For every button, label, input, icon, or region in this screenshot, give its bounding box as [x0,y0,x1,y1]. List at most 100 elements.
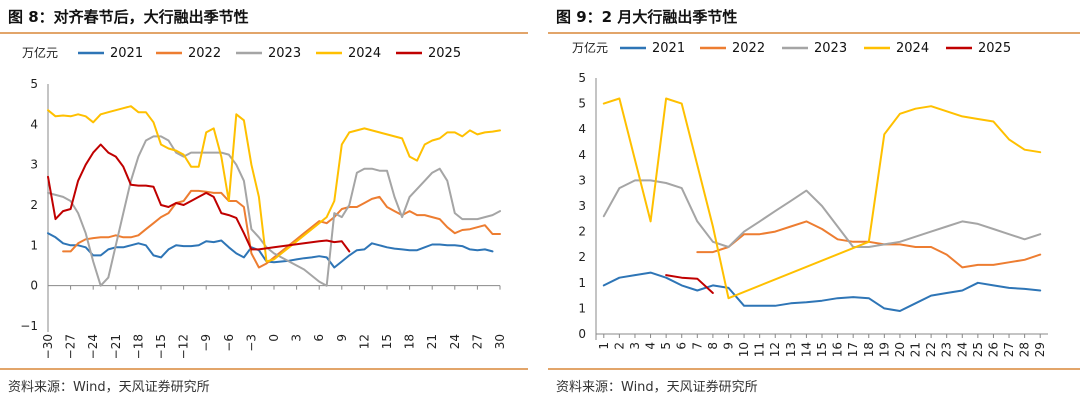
y-tick-label: 1 [30,238,38,252]
x-tick-label: 5 [659,342,673,350]
x-tick-label: 3 [628,342,642,350]
left-bottom-rule [0,368,528,370]
x-tick-label: 12 [768,342,782,357]
left-panel: 图 8：对齐春节后，大行融出季节性 万亿元 2021 2022 2023 2024 202… [0,0,528,404]
left-source-note: 资料来源：Wind，天风证券研究所 [8,380,210,395]
x-tick-label: 11 [753,342,767,357]
x-tick-label: 6 [675,342,689,350]
series-line-2022 [62,189,501,269]
y-tick-label: 0 [578,327,586,341]
x-tick-label: 4 [644,342,658,350]
x-tick-label: 26 [986,342,1000,357]
y-tick-label: 5 [30,77,38,91]
x-tick-label: 29 [1033,342,1047,357]
x-tick-label: −6 [222,334,236,352]
series-line-2023 [47,135,501,287]
x-tick-label: 24 [448,334,462,349]
series-line-2021 [47,232,494,269]
x-tick-label: 25 [971,342,985,357]
right-source-note: 资料来源：Wind，天风证券研究所 [556,380,758,395]
x-tick-label: 17 [846,342,860,357]
series-line-2025 [47,143,351,253]
series-line-2021 [602,271,1042,312]
legend-label-2023: 2023 [814,41,847,56]
y-tick-label: 1 [578,276,586,290]
legend-label-2025: 2025 [978,41,1011,56]
y-tick-label: 5 [578,97,586,111]
x-tick-label: 18 [403,334,417,349]
right-panel: 图 9：2 月大行融出季节性 万亿元 2021 2022 2023 2024 2025 0 1… [548,0,1080,404]
x-tick-label: −15 [154,334,168,359]
x-tick-label: 16 [831,342,845,357]
x-tick-label: −27 [64,334,78,359]
x-tick-label: −3 [244,334,258,352]
y-tick-label: 3 [30,158,38,172]
x-tick-label: 14 [799,342,813,357]
legend-label-2024: 2024 [348,46,381,61]
x-tick-label: 30 [493,334,507,349]
x-tick-label: 0 [267,334,281,342]
y-tick-label: 2 [578,225,586,239]
x-tick-label: 13 [784,342,798,357]
x-tick-label: 10 [737,342,751,357]
x-tick-label: 19 [877,342,891,357]
legend-label-2022: 2022 [188,46,221,61]
x-tick-label: −9 [199,334,213,352]
legend-label-2021: 2021 [110,46,143,61]
y-tick-label: 4 [30,117,38,131]
x-tick-label: 28 [1018,342,1032,357]
x-tick-label: −21 [109,334,123,359]
y-tick-label: 4 [578,122,586,136]
right-bottom-rule [548,368,1080,370]
x-tick-label: 1 [597,342,611,350]
series-line-2025 [665,274,714,294]
right-top-rule [548,32,1080,34]
y-tick-label: 2 [30,198,38,212]
series-line-2024 [602,97,1042,300]
y-tick-label: 3 [578,199,586,213]
left-top-rule [0,32,528,34]
series-line-2024 [47,105,501,263]
x-tick-label: 15 [380,334,394,349]
y-tick-label: 1 [578,301,586,315]
y-tick-label: −1 [20,319,38,333]
x-tick-label: 9 [721,342,735,350]
x-tick-label: 6 [312,334,326,342]
x-tick-label: 27 [470,334,484,349]
x-tick-label: 21 [909,342,923,357]
right-chart-title: 图 9：2 月大行融出季节性 [556,8,738,26]
x-tick-label: 21 [425,334,439,349]
left-chart-title: 图 8：对齐春节后，大行融出季节性 [8,8,249,26]
legend-label-2023: 2023 [268,46,301,61]
x-tick-label: 24 [955,342,969,357]
x-tick-label: 7 [690,342,704,350]
x-tick-label: −18 [131,334,145,359]
x-tick-label: 9 [335,334,349,342]
x-tick-label: 2 [612,342,626,350]
x-tick-label: −30 [41,334,55,359]
y-unit-label: 万亿元 [572,40,608,55]
x-tick-label: −12 [177,334,191,359]
series-line-2023 [602,179,1042,248]
x-tick-label: 23 [940,342,954,357]
legend-label-2024: 2024 [896,41,929,56]
x-tick-label: 18 [862,342,876,357]
x-tick-label: 22 [924,342,938,357]
x-tick-label: −24 [86,334,100,359]
y-tick-label: 5 [578,71,586,85]
x-tick-label: 15 [815,342,829,357]
y-tick-label: 3 [578,173,586,187]
legend-label-2022: 2022 [732,41,765,56]
x-tick-label: 27 [1002,342,1016,357]
x-tick-label: 12 [357,334,371,349]
y-tick-label: 2 [578,250,586,264]
x-tick-label: 3 [290,334,304,342]
y-tick-label: 0 [30,279,38,293]
y-unit-label: 万亿元 [22,45,58,60]
x-tick-label: 8 [706,342,720,350]
legend-label-2025: 2025 [428,46,461,61]
legend-label-2021: 2021 [652,41,685,56]
y-tick-label: 4 [578,148,586,162]
